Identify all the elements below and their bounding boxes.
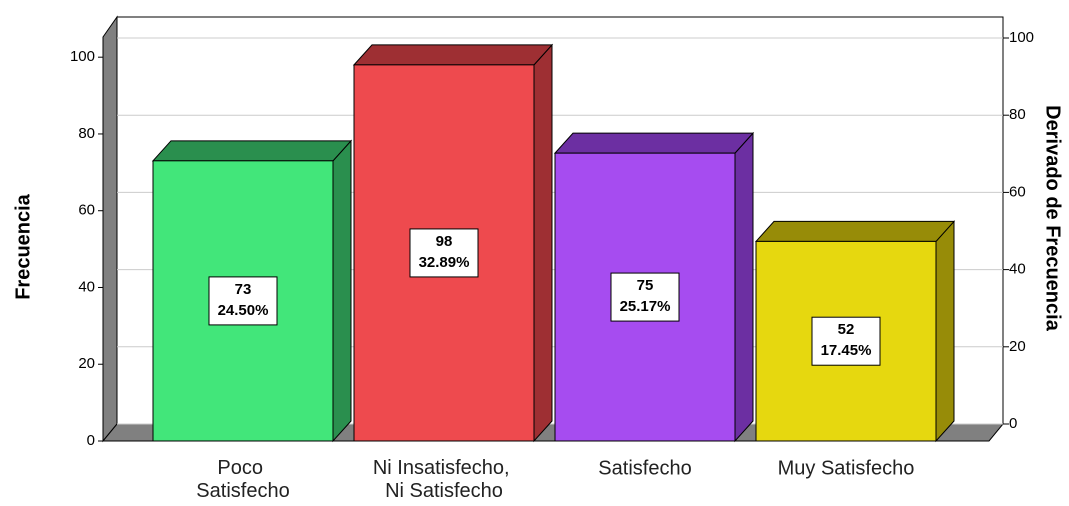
side-wall <box>102 15 118 443</box>
y2-tick-label: 60 <box>1009 183 1026 200</box>
bar-side <box>734 131 754 443</box>
data-label: 73 <box>235 281 252 298</box>
bar-top <box>553 132 755 154</box>
x-tick-label: Muy Satisfecho <box>778 457 915 479</box>
data-label: 98 <box>436 233 453 250</box>
bar-side <box>533 43 553 443</box>
data-label-box <box>811 316 881 366</box>
data-label-percent: 24.50% <box>218 302 269 319</box>
y-tick-label: 20 <box>78 355 95 372</box>
y-axis-label: Frecuencia <box>12 193 34 299</box>
y2-tick-label: 20 <box>1009 338 1026 355</box>
bar-top <box>754 220 956 242</box>
data-label-box <box>208 276 278 326</box>
data-label-box <box>610 272 680 322</box>
y-tick-label: 40 <box>78 278 95 295</box>
y2-tick-label: 0 <box>1009 415 1017 432</box>
data-label: 75 <box>637 277 654 294</box>
y2-tick-label: 80 <box>1009 106 1026 123</box>
data-label-percent: 17.45% <box>821 342 872 359</box>
data-label-percent: 32.89% <box>419 254 470 271</box>
x-tick-label: Poco Satisfecho <box>196 457 289 502</box>
x-tick-label: Satisfecho <box>598 457 691 479</box>
y2-tick-label: 100 <box>1009 29 1034 46</box>
y-tick-label: 0 <box>87 432 95 449</box>
x-tick-label: Ni Insatisfecho, Ni Satisfecho <box>373 457 515 502</box>
y-tick-label: 80 <box>78 125 95 142</box>
y2-tick-label: 40 <box>1009 261 1026 278</box>
data-label-box <box>409 228 479 278</box>
y2-axis-label: Derivado de Frecuencia <box>1042 105 1064 332</box>
y-tick-label: 100 <box>70 48 95 65</box>
bar-side <box>332 139 352 443</box>
bar-side <box>935 220 955 443</box>
bar-top <box>151 140 353 162</box>
bar-top <box>352 44 554 66</box>
data-label-percent: 25.17% <box>620 298 671 315</box>
data-label: 52 <box>838 321 855 338</box>
y-tick-label: 60 <box>78 202 95 219</box>
